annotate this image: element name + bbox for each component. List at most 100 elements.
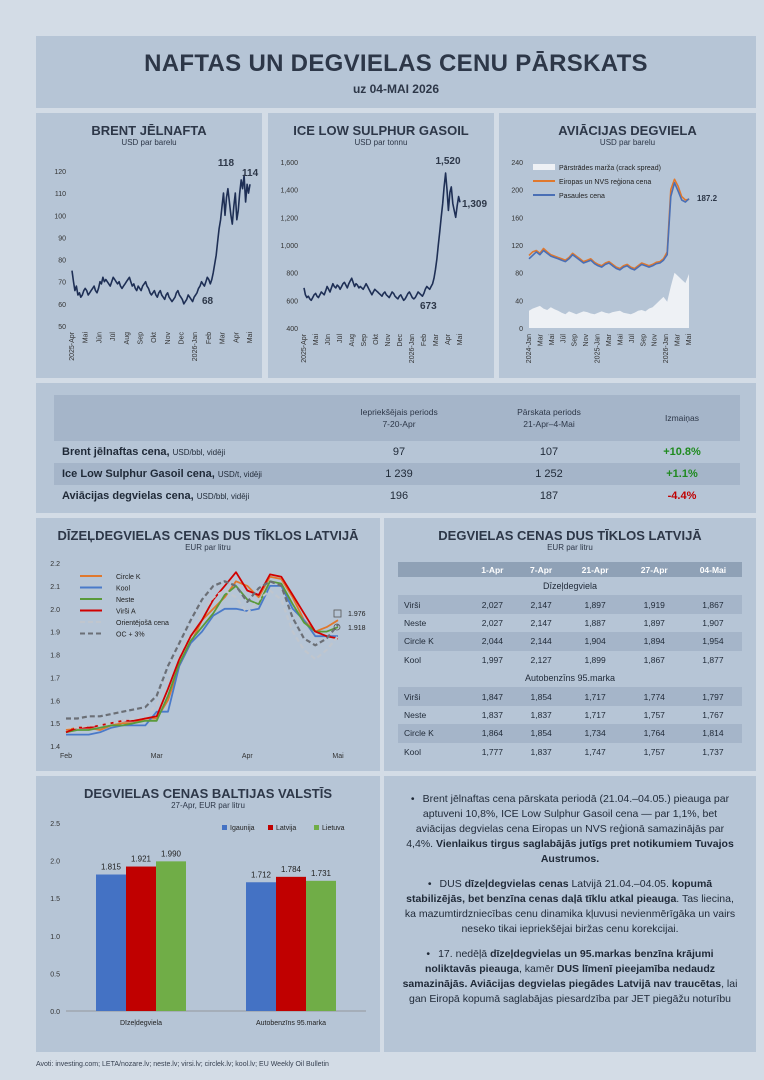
x-tick-label: 2026-Jan (192, 332, 199, 361)
diesel-chart-title: DĪZEĻDEGVIELAS CENAS DUS TĪKLOS LATVIJĀ (57, 528, 359, 543)
x-tick-label: Mar (537, 333, 544, 346)
legend-swatch (268, 825, 273, 830)
x-tick-label: 2026-Jan (663, 334, 670, 363)
legend-label: Pasaules cena (559, 193, 605, 200)
x-tick-label: Mai (332, 753, 344, 760)
annotation-last: 1,309 (462, 199, 487, 210)
x-tick-label: Sep (137, 332, 144, 345)
legend-label: Lietuva (322, 825, 345, 832)
legend-label: OC + 3% (116, 632, 145, 639)
bar-value-label: 1.731 (311, 869, 332, 878)
series-line-1 (528, 178, 690, 270)
table-row: Neste 2,027 2,147 1,887 1,897 1,907 (404, 617, 724, 628)
column-header: 27-Apr (624, 562, 684, 577)
y-tick-label: 1.6 (50, 698, 60, 705)
bar (306, 880, 336, 1011)
x-tick-label: Dec (179, 332, 186, 345)
group-label: Dīzeļdegviela (542, 581, 598, 592)
legend-swatch (222, 825, 227, 830)
bar (276, 876, 306, 1011)
bullet-2: DUS dīzeļdegvielas cenas Latvijā 21.04.–… (402, 877, 738, 937)
bar (156, 861, 186, 1011)
baltic-chart-title: DEGVIELAS CENAS BALTIJAS VALSTĪS (84, 786, 332, 801)
y-tick-label: 800 (286, 271, 298, 278)
x-tick-label: Autobenzīns 95.marka (256, 1020, 326, 1027)
baltic-chart-panel: DEGVIELAS CENAS BALTIJAS VALSTĪS 27-Apr,… (36, 776, 380, 1052)
y-tick-label: 90 (58, 235, 66, 242)
x-tick-label: Nov (385, 334, 392, 347)
y-tick-label: 0 (519, 326, 523, 333)
baltic-chart: 0.0 0.5 1.0 1.5 2.0 2.5 1.815 1.921 1.990 Dīzeļde… (50, 821, 366, 1027)
y-tick-label: 160 (511, 215, 523, 222)
table-row: Kool 1,997 2,127 1,899 1,867 1,877 (404, 654, 724, 665)
y-tick-label: 1,400 (280, 188, 298, 195)
x-tick-label: Mai (617, 334, 624, 346)
gasoil-chart: 400 600 800 1,000 1,200 1,400 1,600 2025-Apr Mai… (280, 156, 487, 363)
series-line-0 (303, 172, 461, 302)
header-panel: NAFTAS UN DEGVIELAS CENU PĀRSKATS uz 04-… (36, 36, 756, 108)
summary-table: Iepriekšējais periods 7-20-Apr Pārskata p… (54, 395, 740, 507)
summary-panel: Iepriekšējais periods 7-20-Apr Pārskata p… (36, 383, 756, 513)
y-tick-label: 80 (515, 271, 523, 278)
x-tick-label: Feb (421, 334, 428, 346)
y-tick-label: 2.1 (50, 584, 60, 591)
diesel-chart-panel: DĪZEĻDEGVIELAS CENAS DUS TĪKLOS LATVIJĀ … (36, 518, 380, 771)
y-tick-label: 1.8 (50, 653, 60, 660)
diesel-chart-subtitle: EUR par litru (185, 543, 231, 552)
source-note: Avoti: investing.com; LETA/nozare.lv; ne… (36, 1061, 329, 1068)
column-header: 04-Mai (683, 562, 742, 577)
gasoil-chart-title: ICE LOW SULPHUR GASOIL (293, 123, 469, 138)
annotation-min: 68 (202, 296, 214, 307)
x-tick-label: Mai (686, 334, 693, 346)
x-tick-label: Mai (83, 332, 90, 344)
prices-title: DEGVIELAS CENAS DUS TĪKLOS LATVIJĀ (438, 528, 702, 543)
jet-chart-subtitle: USD par barelu (599, 138, 656, 147)
brent-chart-title: BRENT JĒLNAFTA (91, 123, 207, 138)
x-tick-label: Jūl (629, 334, 636, 343)
x-tick-label: Mai (247, 332, 254, 344)
legend-label: Eiropas un NVS reģiona cena (559, 178, 651, 186)
y-tick-label: 100 (54, 213, 66, 220)
brent-chart-subtitle: USD par barelu (121, 138, 177, 147)
y-tick-label: 2.2 (50, 561, 60, 568)
annotation-last: 114 (242, 168, 259, 179)
x-tick-label: Mai (457, 334, 464, 346)
x-tick-label: Dīzeļdegviela (120, 1020, 162, 1027)
x-tick-label: Apr (233, 331, 240, 343)
commentary-panel: Brent jēlnaftas cena pārskata periodā (2… (384, 776, 756, 1052)
x-tick-label: Apr (445, 333, 452, 345)
prices-table: 1-Apr 7-Apr 21-Apr 27-Apr 04-Mai Dīzeļdegvie… (398, 562, 742, 761)
x-tick-label: Jūl (560, 334, 567, 343)
y-tick-label: 70 (58, 280, 66, 287)
y-tick-label: 600 (286, 298, 298, 305)
x-tick-label: Feb (60, 753, 72, 760)
y-tick-label: 400 (286, 326, 298, 333)
legend-label: Virši A (116, 609, 136, 616)
column-header: 7-Apr (516, 562, 566, 577)
x-tick-label: Apr (242, 753, 254, 760)
y-tick-label: 1.0 (50, 934, 60, 941)
y-tick-label: 120 (54, 169, 66, 176)
x-tick-label: Mar (675, 333, 682, 346)
x-tick-label: 2025-Apr (69, 331, 76, 360)
gasoil-chart-panel: ICE LOW SULPHUR GASOIL USD par tonnu 400… (268, 113, 494, 378)
x-tick-label: Sep (572, 334, 579, 347)
x-tick-label: Nov (165, 332, 172, 345)
annotation-max: 1,520 (435, 156, 460, 167)
y-tick-label: 2.0 (50, 607, 60, 614)
y-tick-label: 1.5 (50, 896, 60, 903)
x-tick-label: Dec (397, 334, 404, 347)
y-tick-label: 1,200 (280, 215, 298, 222)
x-tick-label: Okt (373, 334, 380, 345)
gasoil-chart-subtitle: USD par tonnu (354, 138, 408, 147)
y-tick-label: 0.5 (50, 971, 60, 978)
y-tick-label: 1.9 (50, 630, 60, 637)
col-change: Izmaiņas (624, 395, 740, 441)
y-tick-label: 110 (55, 191, 66, 198)
series-line-2 (528, 182, 690, 271)
column-header: 1-Apr (468, 562, 517, 577)
x-tick-label: Jūl (337, 334, 344, 343)
bar-value-label: 1.921 (131, 855, 152, 864)
jet-chart: 0 40 80 120 160 200 240 2024-Jan Mar Mai Jūl Sep Nov… (511, 160, 717, 363)
x-tick-label: 2025-Jan (595, 334, 602, 363)
